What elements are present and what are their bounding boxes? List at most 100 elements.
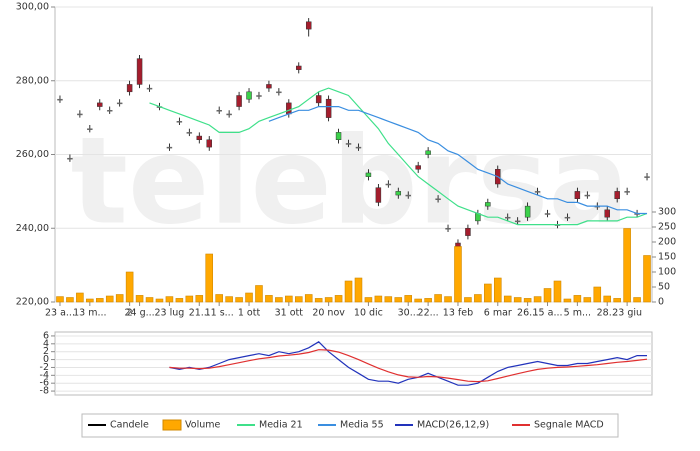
x-tick-label: 26... [517, 308, 538, 319]
y-tick-label: -4 [40, 370, 49, 381]
y2-tick-label: 50 [658, 282, 670, 293]
candle-body [246, 91, 252, 100]
volume-bar [543, 288, 552, 303]
volume-bar [165, 296, 174, 303]
volume-bar [314, 298, 323, 303]
candle-body [514, 220, 521, 223]
y2-tick-label: 150 [658, 252, 676, 263]
legend-label: Media 55 [340, 420, 384, 431]
volume-bar [603, 295, 612, 303]
x-tick-label: 28... [597, 308, 618, 319]
watermark: telebrsa [71, 113, 630, 252]
candle-body [485, 202, 491, 207]
candle-body [256, 95, 262, 97]
candle-body [405, 194, 411, 197]
volume-bar [434, 294, 442, 303]
volume-bar [235, 297, 243, 303]
x-tick-label: 6 mar [484, 308, 512, 319]
volume-bar [384, 296, 393, 303]
candle-body [335, 132, 342, 140]
x-tick-label: 23 a... [45, 308, 75, 319]
volume-bar [225, 296, 233, 303]
y-tick-label: -8 [40, 386, 49, 397]
volume-bar [474, 294, 482, 303]
candle-body [644, 176, 650, 178]
candle-body [564, 216, 571, 219]
candle-body [276, 91, 282, 94]
candle-body [87, 128, 93, 130]
candle-body [146, 87, 153, 90]
volume-bar [205, 253, 214, 303]
x-tick-label: 23 lug [155, 308, 185, 319]
y-tick-label: 280,00 [16, 75, 49, 86]
volume-bar [155, 298, 164, 303]
candle-body [624, 191, 630, 193]
candle-body [236, 95, 242, 107]
volume-bar [285, 295, 293, 303]
x-tick-label: 5 m... [564, 308, 591, 319]
legend-swatch [162, 419, 182, 431]
series-line [149, 87, 648, 226]
candle-body [216, 110, 222, 112]
y-tick-label: 220,00 [16, 297, 49, 308]
candle-body [296, 65, 302, 70]
volume-bar [265, 295, 273, 303]
candle-body [97, 102, 103, 107]
y-tick-label: 2 [43, 346, 49, 357]
volume-bar [643, 255, 651, 303]
candle-body [445, 228, 451, 230]
candle-body [315, 95, 322, 104]
candle-body [465, 228, 471, 236]
x-tick-label: 13 m... [73, 308, 106, 319]
volume-bar [613, 298, 621, 303]
legend-label: MACD(26,12,9) [417, 420, 489, 431]
volume-bar [633, 297, 641, 303]
x-tick-label: 15 a... [533, 308, 563, 319]
candle-body [524, 205, 531, 218]
volume-bar [86, 298, 94, 303]
y2-tick-label: 100 [658, 267, 676, 278]
volume-bar [533, 296, 542, 303]
candle-body [534, 191, 541, 193]
macd-panel [54, 331, 653, 396]
candle-body [415, 165, 421, 170]
volume-bar [76, 292, 84, 303]
volume-bar [125, 271, 134, 303]
volume-bar [275, 297, 283, 303]
volume-bar [135, 295, 144, 303]
x-tick-label: 21... [189, 308, 210, 319]
y-tick-label: 0 [43, 354, 49, 365]
y-tick-label: 260,00 [16, 149, 49, 160]
x-tick-label: 24 g... [124, 308, 154, 319]
x-tick-label: 13 feb [443, 308, 473, 319]
candle-body [286, 102, 292, 115]
volume-bar [503, 295, 512, 303]
y2-tick-label: 300 [658, 207, 676, 218]
volume-bar [195, 295, 204, 303]
x-tick-label: 10 dic [354, 308, 383, 319]
series-line [268, 106, 647, 215]
volume-bar [185, 295, 194, 303]
volume-bar [354, 277, 363, 303]
volume-bar [344, 280, 353, 303]
candle-body [345, 143, 352, 145]
candle-body [166, 146, 173, 149]
volume-bar [593, 286, 602, 303]
y2-tick-label: 200 [658, 237, 676, 248]
y2-tick-label: 0 [658, 297, 664, 308]
volume-bar [513, 297, 522, 303]
series-line [169, 349, 648, 383]
candle-body [325, 98, 332, 118]
legend-label: Media 21 [259, 420, 303, 431]
volume-bar [573, 295, 582, 303]
volume-bar [523, 298, 532, 303]
candle-body [206, 139, 212, 148]
legend-label: Segnale MACD [534, 420, 604, 431]
volume-bar [215, 294, 223, 303]
candle-body [425, 150, 431, 155]
volume-bar [563, 298, 572, 303]
y-tick-label: 300,00 [16, 2, 49, 13]
legend-label: Candele [110, 420, 149, 431]
